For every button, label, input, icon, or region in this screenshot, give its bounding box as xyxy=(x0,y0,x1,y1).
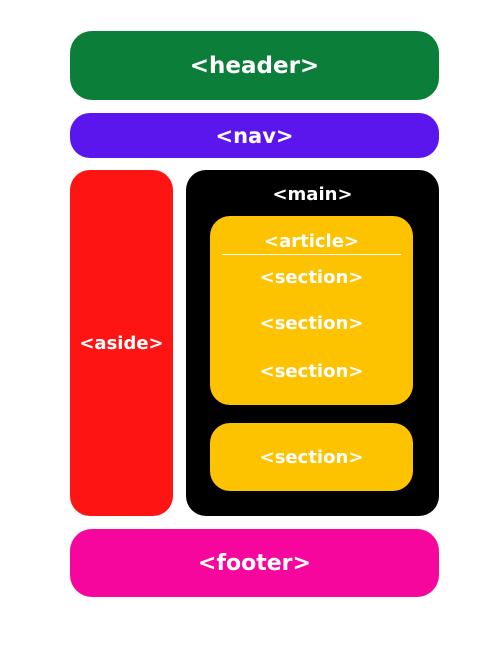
main-label: <main> xyxy=(272,184,353,205)
section-block: <section> xyxy=(210,423,413,491)
footer-block: <footer> xyxy=(70,529,439,597)
nav-block: <nav> xyxy=(70,113,439,158)
aside-label: <aside> xyxy=(79,332,164,354)
article-label: <article> xyxy=(263,231,359,252)
footer-label: <footer> xyxy=(198,550,311,576)
nav-label: <nav> xyxy=(215,123,294,148)
article-block: <article> <section> <section> <section> xyxy=(210,216,413,405)
article-section-label: <section> xyxy=(259,313,364,334)
article-section-label: <section> xyxy=(259,361,364,382)
article-section-label: <section> xyxy=(259,267,364,288)
header-label: <header> xyxy=(189,52,320,79)
header-block: <header> xyxy=(70,31,439,100)
article-divider xyxy=(222,254,401,255)
aside-block: <aside> xyxy=(70,170,173,516)
section-label: <section> xyxy=(259,446,364,468)
